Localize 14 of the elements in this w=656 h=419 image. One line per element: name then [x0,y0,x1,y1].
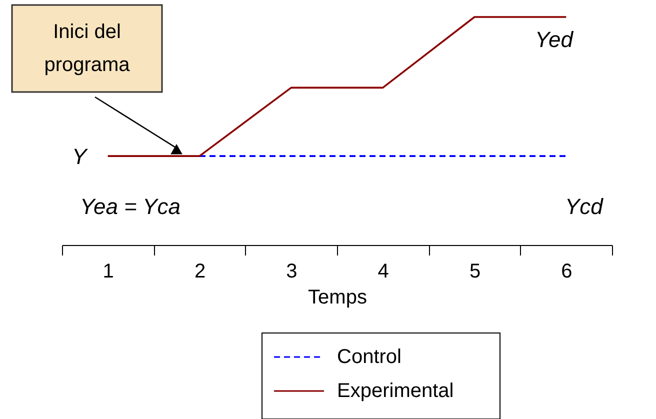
x-tick-label: 1 [102,260,114,282]
x-tick-label: 3 [286,260,298,282]
x-tick-label: 5 [469,260,481,282]
annotation: Inici del programa [44,21,131,76]
annotation: Yea = Yca [80,194,181,219]
x-tick-label: 4 [378,260,389,282]
legend-label: Control [337,346,402,368]
x-axis-title: Temps [308,286,367,308]
legend-label: Experimental [337,380,454,402]
annotation: Yed [535,27,574,52]
x-tick-label: 6 [561,260,572,282]
annotation: Ycd [565,194,604,219]
x-tick-label: 2 [194,260,206,282]
annotation: Y [72,144,88,169]
